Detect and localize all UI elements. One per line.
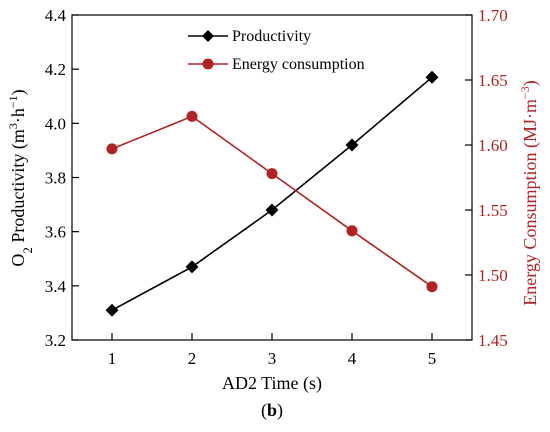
series-layer	[105, 70, 439, 317]
energy-consumption-point	[106, 143, 118, 155]
energy-consumption-line	[111, 115, 433, 288]
left-y-axis: 3.2 3.4 3.6 3.8 4.0 4.2 4.4	[45, 6, 79, 350]
x-tick-label: 2	[188, 349, 197, 368]
right-tick-label: 1.65	[478, 71, 508, 90]
energy-consumption-point	[186, 110, 198, 122]
productivity-point	[185, 260, 199, 274]
x-axis-title: AD2 Time (s)	[222, 373, 322, 394]
productivity-point	[105, 303, 119, 317]
legend-productivity-label: Productivity	[232, 28, 311, 45]
productivity-line	[111, 76, 433, 311]
left-tick-label: 3.8	[45, 169, 66, 188]
x-tick-label: 5	[428, 349, 437, 368]
right-tick-label: 1.50	[478, 266, 508, 285]
x-tick-label: 3	[268, 349, 277, 368]
x-axis: 1 2 3 4 5	[108, 333, 437, 368]
legend-energy-marker	[202, 58, 214, 70]
productivity-point	[345, 138, 359, 152]
right-tick-label: 1.55	[478, 201, 508, 220]
right-tick-label: 1.45	[478, 331, 508, 350]
x-tick-label: 1	[108, 349, 117, 368]
right-tick-label: 1.60	[478, 136, 508, 155]
left-y-axis-title: O2 Productivity (m3·h−1)	[6, 89, 35, 266]
left-tick-label: 3.4	[45, 277, 67, 296]
left-tick-label: 4.2	[45, 60, 66, 79]
left-tick-label: 4.4	[45, 6, 67, 25]
legend-productivity-marker	[202, 30, 214, 42]
energy-consumption-point	[346, 225, 358, 237]
right-y-axis-title: Energy Consumption (MJ·m−3)	[518, 80, 541, 305]
energy-consumption-point	[426, 281, 438, 293]
x-tick-label: 4	[348, 349, 357, 368]
legend: Productivity Energy consumption	[188, 28, 365, 73]
left-tick-label: 3.6	[45, 223, 66, 242]
left-tick-label: 4.0	[45, 114, 66, 133]
right-tick-label: 1.70	[478, 6, 508, 25]
right-y-axis: 1.45 1.50 1.55 1.60 1.65 1.70	[465, 6, 508, 350]
productivity-point	[425, 70, 439, 84]
productivity-point	[265, 203, 279, 217]
legend-energy-label: Energy consumption	[232, 56, 365, 73]
figure-caption: (b)	[261, 400, 283, 421]
left-tick-label: 3.2	[45, 331, 66, 350]
energy-consumption-point	[266, 168, 278, 180]
